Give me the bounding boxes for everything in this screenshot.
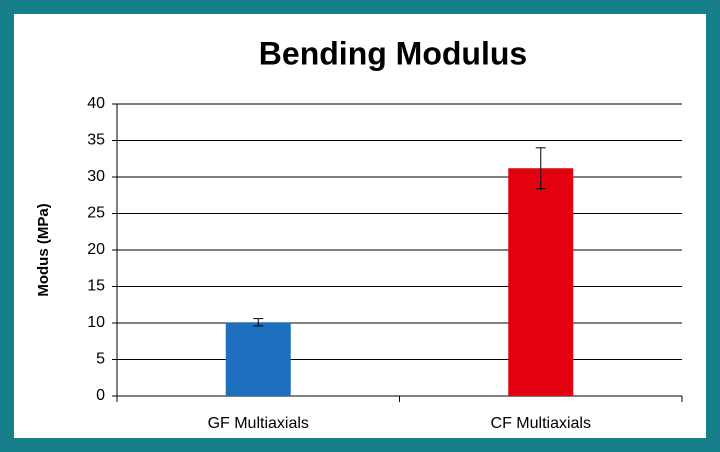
y-tick-label: 20 — [87, 241, 105, 258]
y-tick-label: 30 — [87, 168, 105, 185]
y-tick-label: 5 — [96, 351, 105, 368]
y-tick-label: 35 — [87, 132, 105, 149]
y-tick-label: 0 — [96, 387, 105, 404]
error-bar — [535, 147, 546, 190]
y-tick-label: 40 — [87, 95, 105, 112]
x-tick-label: CF Multiaxials — [491, 415, 591, 432]
x-tick-label: GF Multiaxials — [208, 415, 309, 432]
chart-background — [14, 14, 706, 438]
chart-title: Bending Modulus — [259, 35, 527, 71]
y-tick-label: 25 — [87, 205, 105, 222]
bar — [225, 322, 291, 396]
y-axis-label: Modus (MPa) — [35, 203, 52, 296]
error-bar — [253, 318, 264, 327]
y-tick-label: 15 — [87, 278, 105, 295]
bar — [508, 168, 574, 396]
y-tick-label: 10 — [87, 314, 105, 331]
